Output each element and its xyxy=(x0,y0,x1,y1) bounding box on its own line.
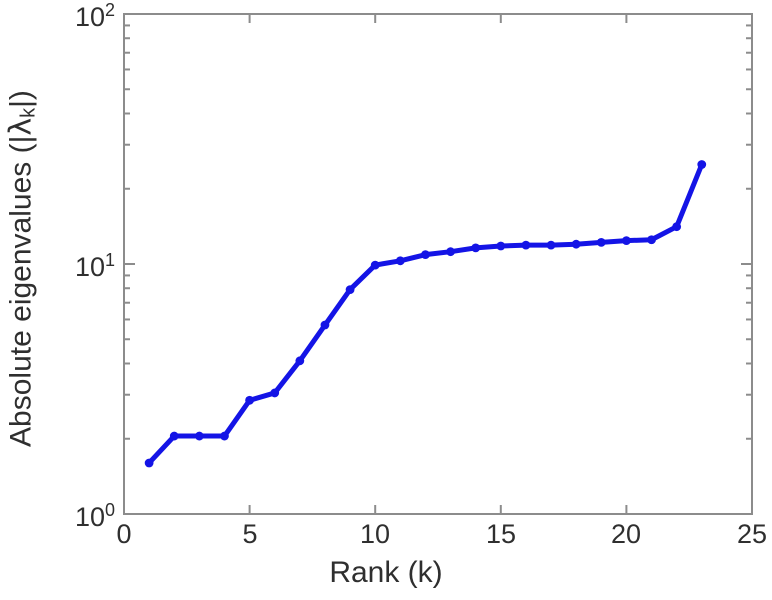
x-tick-label-1: 5 xyxy=(242,519,258,549)
y-tick-exponent: 0 xyxy=(104,500,115,520)
y-tick-mantissa: 10 xyxy=(74,502,105,532)
y-tick-exponent: 1 xyxy=(104,250,115,270)
x-axis-label: Rank (k) xyxy=(329,556,443,589)
x-tick-label-2: 10 xyxy=(359,519,391,549)
y-tick-label-1: 101 xyxy=(20,250,115,283)
axes-box xyxy=(123,13,753,515)
y-tick-mantissa: 10 xyxy=(74,252,105,282)
x-tick-label-0: 0 xyxy=(116,519,132,549)
x-tick-label-3: 15 xyxy=(485,519,517,549)
x-tick-label-4: 20 xyxy=(610,519,642,549)
y-tick-label-0: 100 xyxy=(20,500,115,533)
y-tick-mantissa: 10 xyxy=(74,2,105,32)
y-tick-exponent: 2 xyxy=(104,0,115,20)
x-tick-label-5: 25 xyxy=(736,519,768,549)
data-point-markers xyxy=(144,160,707,468)
y-tick-label-2: 102 xyxy=(20,0,115,33)
axis-ticks xyxy=(123,13,753,515)
data-series-line xyxy=(146,162,705,466)
